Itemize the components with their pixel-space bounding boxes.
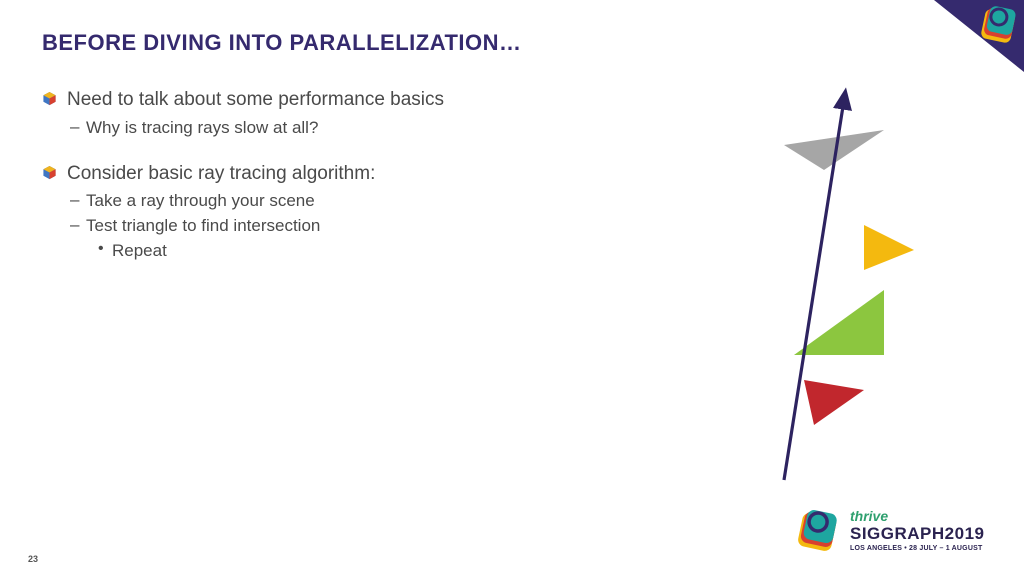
bullet-level1: Consider basic ray tracing algorithm: <box>42 162 602 187</box>
footer-thrive: thrive <box>850 508 985 524</box>
bullet-level2: – Take a ray through your scene <box>70 190 602 213</box>
bullet-text: Repeat <box>112 240 167 263</box>
triangle-yellow <box>864 225 914 270</box>
bullet-level1: Need to talk about some performance basi… <box>42 88 602 113</box>
slide-body: Need to talk about some performance basi… <box>42 88 602 263</box>
dot-icon: • <box>98 240 108 258</box>
corner-decoration <box>914 0 1024 80</box>
slide-title: BEFORE DIVING INTO PARALLELIZATION… <box>42 30 522 56</box>
bullet-text: Need to talk about some performance basi… <box>67 88 444 113</box>
bullet-text: Take a ray through your scene <box>86 190 315 213</box>
bullet-level3: • Repeat <box>98 240 602 263</box>
dash-icon: – <box>70 215 82 235</box>
page-number: 23 <box>28 554 38 564</box>
footer-title: SIGGRAPH2019 <box>850 524 985 544</box>
bullet-text: Test triangle to find intersection <box>86 215 320 238</box>
ray-diagram <box>714 80 934 490</box>
bullet-text: Why is tracing rays slow at all? <box>86 117 318 140</box>
dash-icon: – <box>70 117 82 137</box>
footer-logo: thrive SIGGRAPH2019 LOS ANGELES • 28 JUL… <box>792 504 1002 560</box>
footer-text-block: thrive SIGGRAPH2019 LOS ANGELES • 28 JUL… <box>850 508 985 552</box>
siggraph-footer-logo-icon <box>792 506 842 556</box>
bullet-level2: – Test triangle to find intersection <box>70 215 602 238</box>
slide: BEFORE DIVING INTO PARALLELIZATION… Need… <box>0 0 1024 576</box>
bullet-text: Consider basic ray tracing algorithm: <box>67 162 375 187</box>
triangle-red <box>804 380 864 425</box>
hex-bullet-icon <box>42 165 57 180</box>
footer-subtitle: LOS ANGELES • 28 JULY – 1 AUGUST <box>850 545 985 552</box>
ray-diagram-svg <box>714 80 934 490</box>
siggraph-corner-logo-icon <box>976 4 1020 48</box>
hex-bullet-icon <box>42 91 57 106</box>
bullet-level2: – Why is tracing rays slow at all? <box>70 117 602 140</box>
dash-icon: – <box>70 190 82 210</box>
